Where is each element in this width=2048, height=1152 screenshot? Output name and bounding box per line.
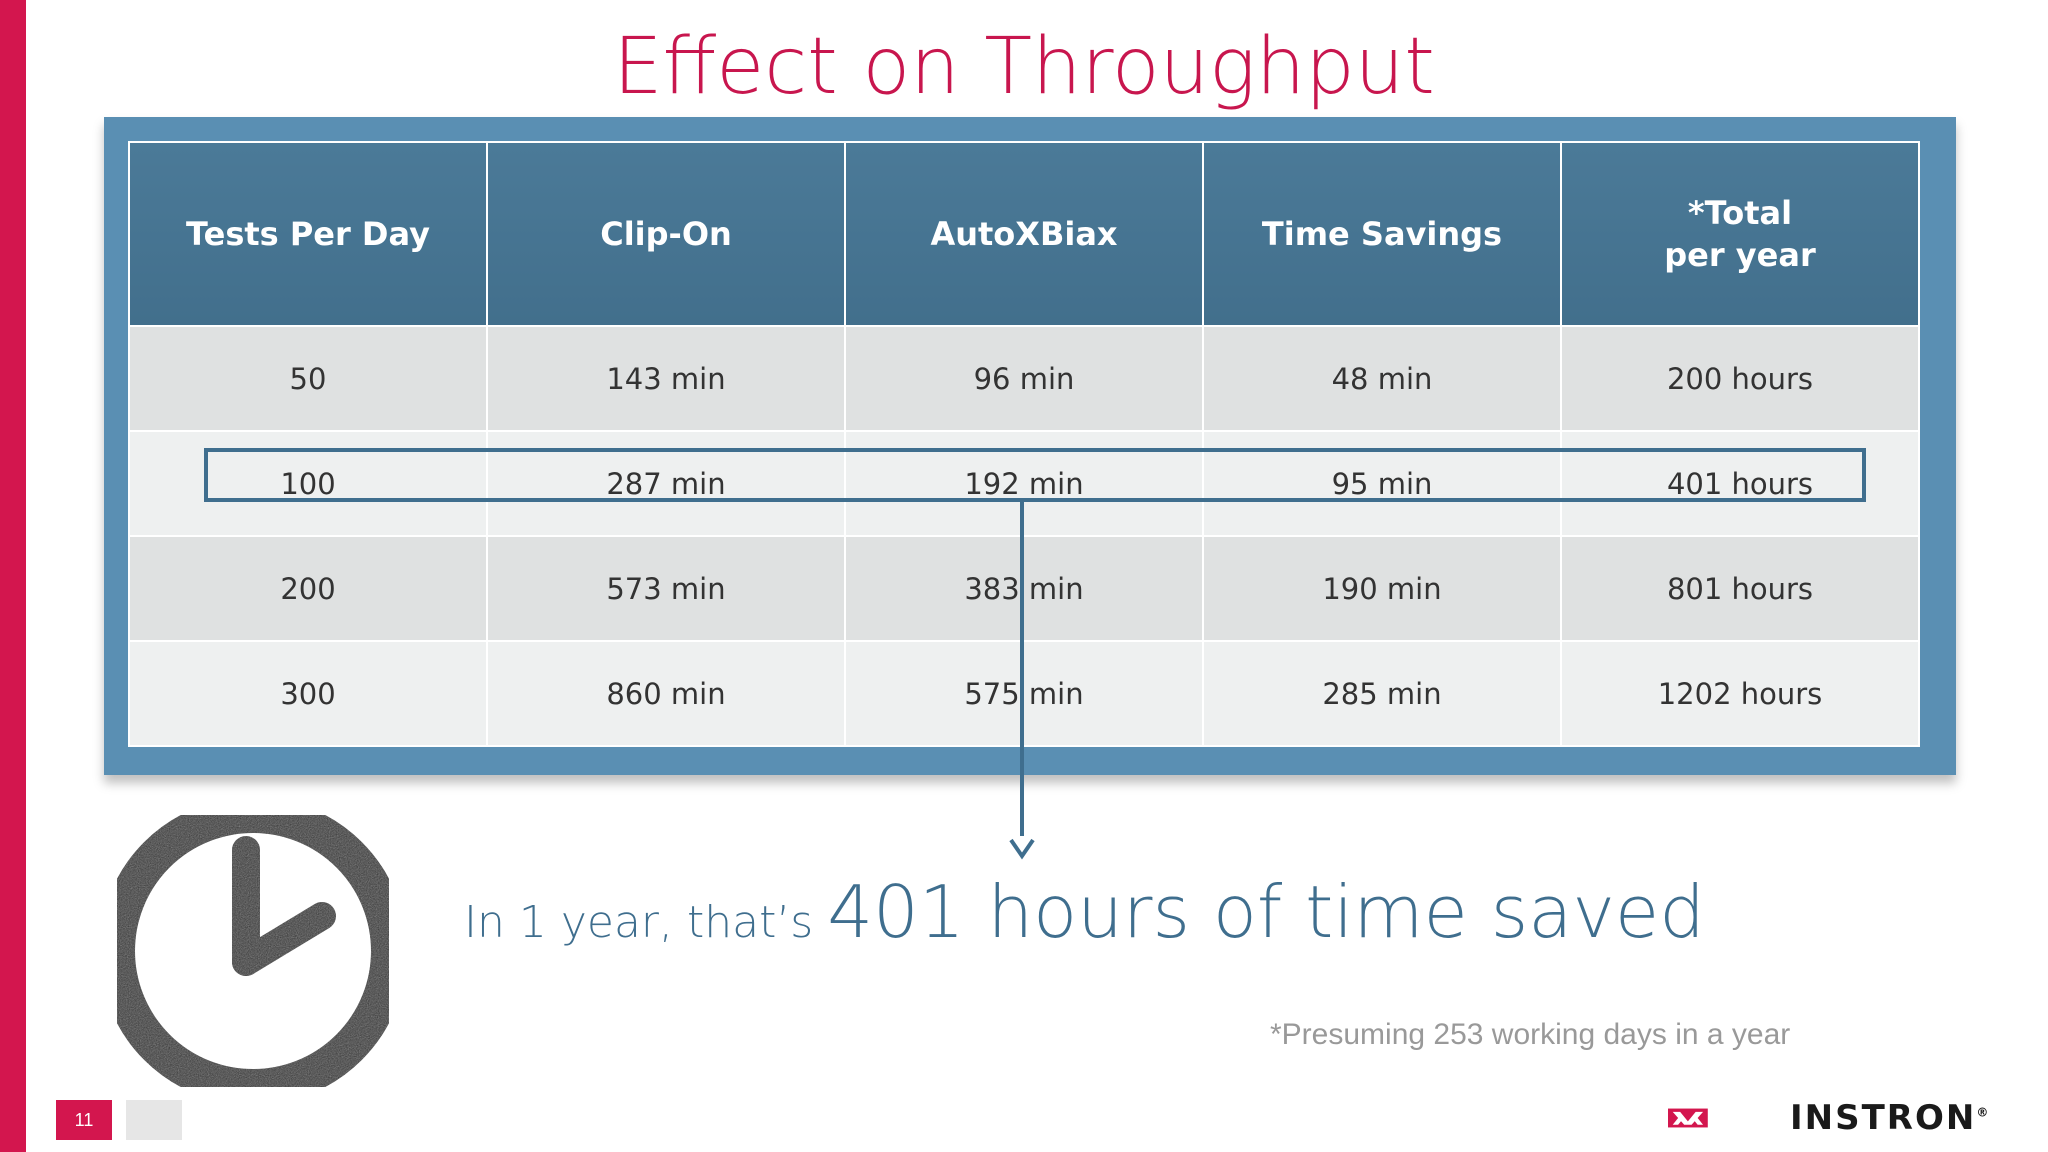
- table-cell: 200: [128, 535, 488, 642]
- header-autoxbiax: AutoXBiax: [844, 141, 1204, 327]
- clock-icon: [99, 797, 407, 1105]
- callout-prefix: In 1 year, that’s: [464, 897, 828, 948]
- table-cell: 383 min: [844, 535, 1204, 642]
- table-cell: 300: [128, 640, 488, 747]
- header-tests-per-day: Tests Per Day: [128, 141, 488, 327]
- table-cell: 860 min: [486, 640, 846, 747]
- table-cell: 96 min: [844, 325, 1204, 432]
- logo-wordmark: INSTRON®: [1790, 1098, 1990, 1138]
- table-cell: 801 hours: [1560, 535, 1920, 642]
- table-row: 300 860 min 575 min 285 min 1202 hours: [128, 640, 1920, 747]
- footnote: *Presuming 253 working days in a year: [1270, 1018, 1791, 1051]
- callout-emphasis: 401 hours of time saved: [827, 870, 1705, 954]
- table-row: 50 143 min 96 min 48 min 200 hours: [128, 325, 1920, 432]
- table-cell: 190 min: [1202, 535, 1562, 642]
- throughput-table: Tests Per Day Clip-On AutoXBiax Time Sav…: [128, 141, 1920, 747]
- instron-logo-icon: [1668, 1108, 1708, 1128]
- logo-registered-mark: ®: [1976, 1105, 1991, 1120]
- header-total-per-year: *Total per year: [1560, 141, 1920, 327]
- row-highlight-box: [204, 448, 1866, 502]
- accent-bar: [0, 0, 26, 1152]
- header-clip-on: Clip-On: [486, 141, 846, 327]
- arrow-down-icon: [1009, 838, 1035, 860]
- table-header-row: Tests Per Day Clip-On AutoXBiax Time Sav…: [128, 141, 1920, 327]
- table-cell: 285 min: [1202, 640, 1562, 747]
- table-cell: 50: [128, 325, 488, 432]
- table-cell: 401 hours: [1560, 430, 1920, 537]
- table-cell: 48 min: [1202, 325, 1562, 432]
- table-frame: Tests Per Day Clip-On AutoXBiax Time Sav…: [104, 117, 1956, 775]
- table-cell: 573 min: [486, 535, 846, 642]
- table-cell: 200 hours: [1560, 325, 1920, 432]
- table-cell: 1202 hours: [1560, 640, 1920, 747]
- page-indicator: [126, 1100, 182, 1140]
- page-number: 11: [56, 1100, 112, 1140]
- header-time-savings: Time Savings: [1202, 141, 1562, 327]
- slide-title: Effect on Throughput: [613, 22, 1435, 112]
- logo-name: INSTRON: [1790, 1098, 1977, 1138]
- table-cell: 575 min: [844, 640, 1204, 747]
- table-cell: 143 min: [486, 325, 846, 432]
- arrow-line: [1020, 502, 1024, 836]
- table-row: 200 573 min 383 min 190 min 801 hours: [128, 535, 1920, 642]
- callout-text: In 1 year, that’s 401 hours of time save…: [464, 870, 1705, 954]
